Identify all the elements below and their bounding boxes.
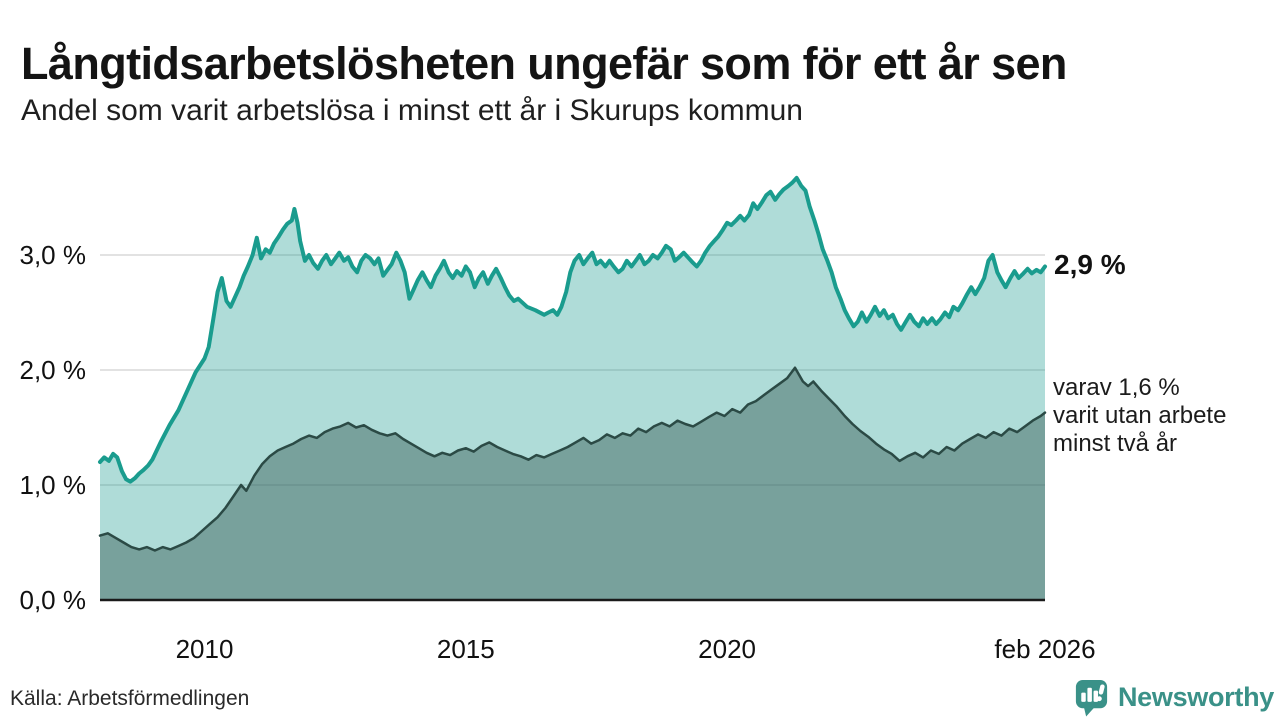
x-tick-label: 2020 (698, 634, 756, 664)
x-tick-label: feb 2026 (994, 634, 1095, 664)
secondary-series-annotation: varav 1,6 % varit utan arbete minst två … (1053, 374, 1227, 457)
chart-title: Långtidsarbetslösheten ungefär som för e… (21, 38, 1067, 90)
newsworthy-wordmark: Newsworthy (1117, 682, 1274, 712)
latest-value-annotation: 2,9 % (1054, 249, 1126, 280)
newsworthy-logo: Newsworthy (1072, 678, 1274, 717)
series-line-1 (98, 366, 1047, 552)
y-tick-label: 2,0 % (20, 355, 87, 385)
y-tick-label: 1,0 % (20, 470, 87, 500)
x-tick-label: 2010 (176, 634, 234, 664)
series-area-1 (100, 367, 1045, 600)
source-caption: Källa: Arbetsförmedlingen (10, 687, 250, 710)
series-area-0 (100, 177, 1045, 600)
series-line-0 (98, 175, 1047, 484)
newsworthy-bubble-barchart-icon (1075, 679, 1108, 717)
x-tick-label: 2015 (437, 634, 495, 664)
y-tick-label: 0,0 % (20, 585, 87, 615)
y-tick-label: 3,0 % (20, 240, 87, 270)
chart-subtitle: Andel som varit arbetslösa i minst ett å… (21, 94, 803, 127)
